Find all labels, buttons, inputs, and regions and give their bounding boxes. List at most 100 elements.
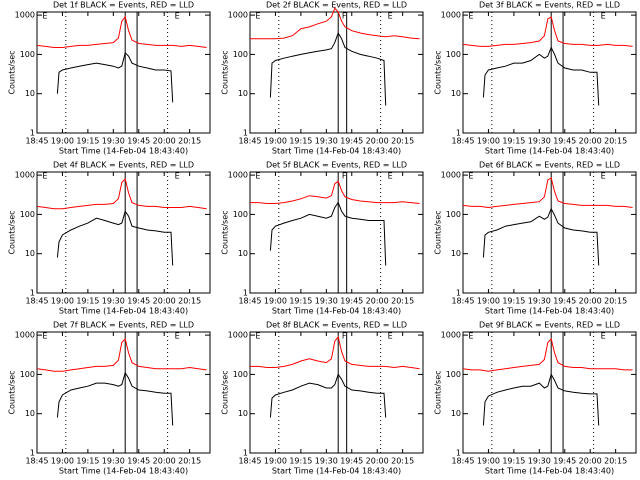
- x-axis-label: Start Time (14-Feb-04 18:43:40): [485, 307, 614, 316]
- y-axis-label: Counts/sec: [221, 210, 230, 254]
- x-axis-label: Start Time (14-Feb-04 18:43:40): [59, 467, 188, 476]
- x-tick-label: 20:15: [178, 457, 201, 466]
- x-tick-label: 19:30: [315, 137, 338, 146]
- y-tick-label: 100: [446, 50, 461, 59]
- y-tick-label: 1000: [441, 171, 461, 180]
- x-tick-label: 19:30: [315, 457, 338, 466]
- x-tick-label: 18:45: [451, 137, 474, 146]
- annotation: E: [175, 332, 180, 341]
- chart-title: Det 9f BLACK = Events, RED = LLD: [479, 321, 620, 330]
- x-tick-label: 19:00: [51, 297, 74, 306]
- x-tick-label: 18:45: [25, 297, 48, 306]
- x-tick-label: 19:45: [340, 137, 363, 146]
- annotation: E: [388, 12, 393, 21]
- x-tick-label: 18:45: [25, 137, 48, 146]
- y-tick-label: 1: [456, 129, 461, 138]
- y-tick-label: 10: [25, 409, 35, 418]
- x-tick-label: 19:15: [502, 457, 525, 466]
- series-line: [250, 335, 420, 370]
- series-line: [462, 177, 633, 209]
- chart-title: Det 6f BLACK = Events, RED = LLD: [479, 161, 620, 170]
- annotation: E: [42, 12, 47, 21]
- annotation: E: [42, 172, 47, 181]
- y-tick-label: 10: [25, 249, 35, 258]
- x-tick-label: 19:15: [502, 137, 525, 146]
- series-line: [482, 373, 600, 426]
- y-tick-label: 10: [25, 89, 35, 98]
- y-tick-label: 10: [451, 89, 461, 98]
- y-axis-label: Counts/sec: [434, 210, 443, 254]
- annotation: F: [342, 172, 347, 181]
- x-tick-label: 20:15: [604, 297, 627, 306]
- y-axis-label: Counts/sec: [434, 370, 443, 414]
- annotation: E: [255, 172, 260, 181]
- x-tick-label: 20:00: [153, 457, 176, 466]
- x-tick-label: 18:45: [238, 297, 261, 306]
- x-tick-label: 20:15: [391, 297, 414, 306]
- y-axis-label: Counts/sec: [434, 50, 443, 94]
- y-axis-label: Counts/sec: [8, 210, 17, 254]
- x-tick-label: 20:00: [153, 137, 176, 146]
- x-tick-label: 19:30: [528, 137, 551, 146]
- y-axis-label: Counts/sec: [221, 50, 230, 94]
- series-line: [462, 16, 633, 47]
- x-tick-label: 20:00: [153, 297, 176, 306]
- annotation: E: [255, 12, 260, 21]
- series-line: [462, 337, 633, 372]
- x-tick-label: 19:30: [102, 137, 125, 146]
- chart-title: Det 5f BLACK = Events, RED = LLD: [266, 161, 407, 170]
- series-line: [269, 201, 387, 266]
- x-tick-label: 19:15: [289, 457, 312, 466]
- x-tick-label: 20:00: [579, 457, 602, 466]
- annotation: E: [175, 12, 180, 21]
- series-line: [269, 373, 387, 418]
- annotation: E: [175, 172, 180, 181]
- x-tick-label: 19:45: [127, 457, 150, 466]
- x-tick-label: 19:45: [553, 457, 576, 466]
- series-line: [36, 337, 207, 372]
- plot-frame: [36, 171, 211, 294]
- y-tick-label: 100: [233, 50, 248, 59]
- x-tick-label: 19:45: [553, 137, 576, 146]
- x-tick-label: 20:15: [391, 137, 414, 146]
- x-axis-label: Start Time (14-Feb-04 18:43:40): [272, 467, 401, 476]
- x-axis-label: Start Time (14-Feb-04 18:43:40): [272, 307, 401, 316]
- x-tick-label: 19:45: [340, 457, 363, 466]
- plot-frame: [36, 331, 211, 454]
- y-tick-label: 100: [446, 370, 461, 379]
- y-tick-label: 100: [20, 50, 35, 59]
- x-tick-label: 18:45: [238, 457, 261, 466]
- x-tick-label: 20:15: [604, 137, 627, 146]
- x-tick-label: 19:15: [76, 137, 99, 146]
- annotation: F: [342, 12, 347, 21]
- plot-frame: [36, 11, 211, 134]
- plot-frame: [462, 171, 637, 294]
- x-tick-label: 19:45: [553, 297, 576, 306]
- x-tick-label: 20:00: [366, 457, 389, 466]
- plot-frame: [249, 331, 424, 454]
- annotation: E: [601, 332, 606, 341]
- annotation: E: [468, 172, 473, 181]
- x-tick-label: 19:15: [76, 457, 99, 466]
- y-tick-label: 100: [446, 210, 461, 219]
- x-axis-label: Start Time (14-Feb-04 18:43:40): [485, 147, 614, 156]
- series-line: [250, 180, 420, 204]
- x-tick-label: 19:30: [102, 297, 125, 306]
- x-tick-label: 19:45: [127, 297, 150, 306]
- x-tick-label: 18:45: [238, 137, 261, 146]
- plot-frame: [249, 11, 424, 134]
- x-tick-label: 19:00: [51, 457, 74, 466]
- y-tick-label: 1: [243, 289, 248, 298]
- y-tick-label: 1000: [228, 171, 248, 180]
- x-tick-label: 19:00: [477, 297, 500, 306]
- annotation: E: [468, 332, 473, 341]
- annotation: F: [342, 332, 347, 341]
- annotation: E: [601, 172, 606, 181]
- y-tick-label: 100: [233, 210, 248, 219]
- y-tick-label: 1: [456, 449, 461, 458]
- chart-title: Det 4f BLACK = Events, RED = LLD: [53, 161, 194, 170]
- x-tick-label: 19:00: [264, 457, 287, 466]
- y-tick-label: 10: [451, 249, 461, 258]
- chart-title: Det 1f BLACK = Events, RED = LLD: [53, 1, 194, 10]
- x-axis-label: Start Time (14-Feb-04 18:43:40): [59, 147, 188, 156]
